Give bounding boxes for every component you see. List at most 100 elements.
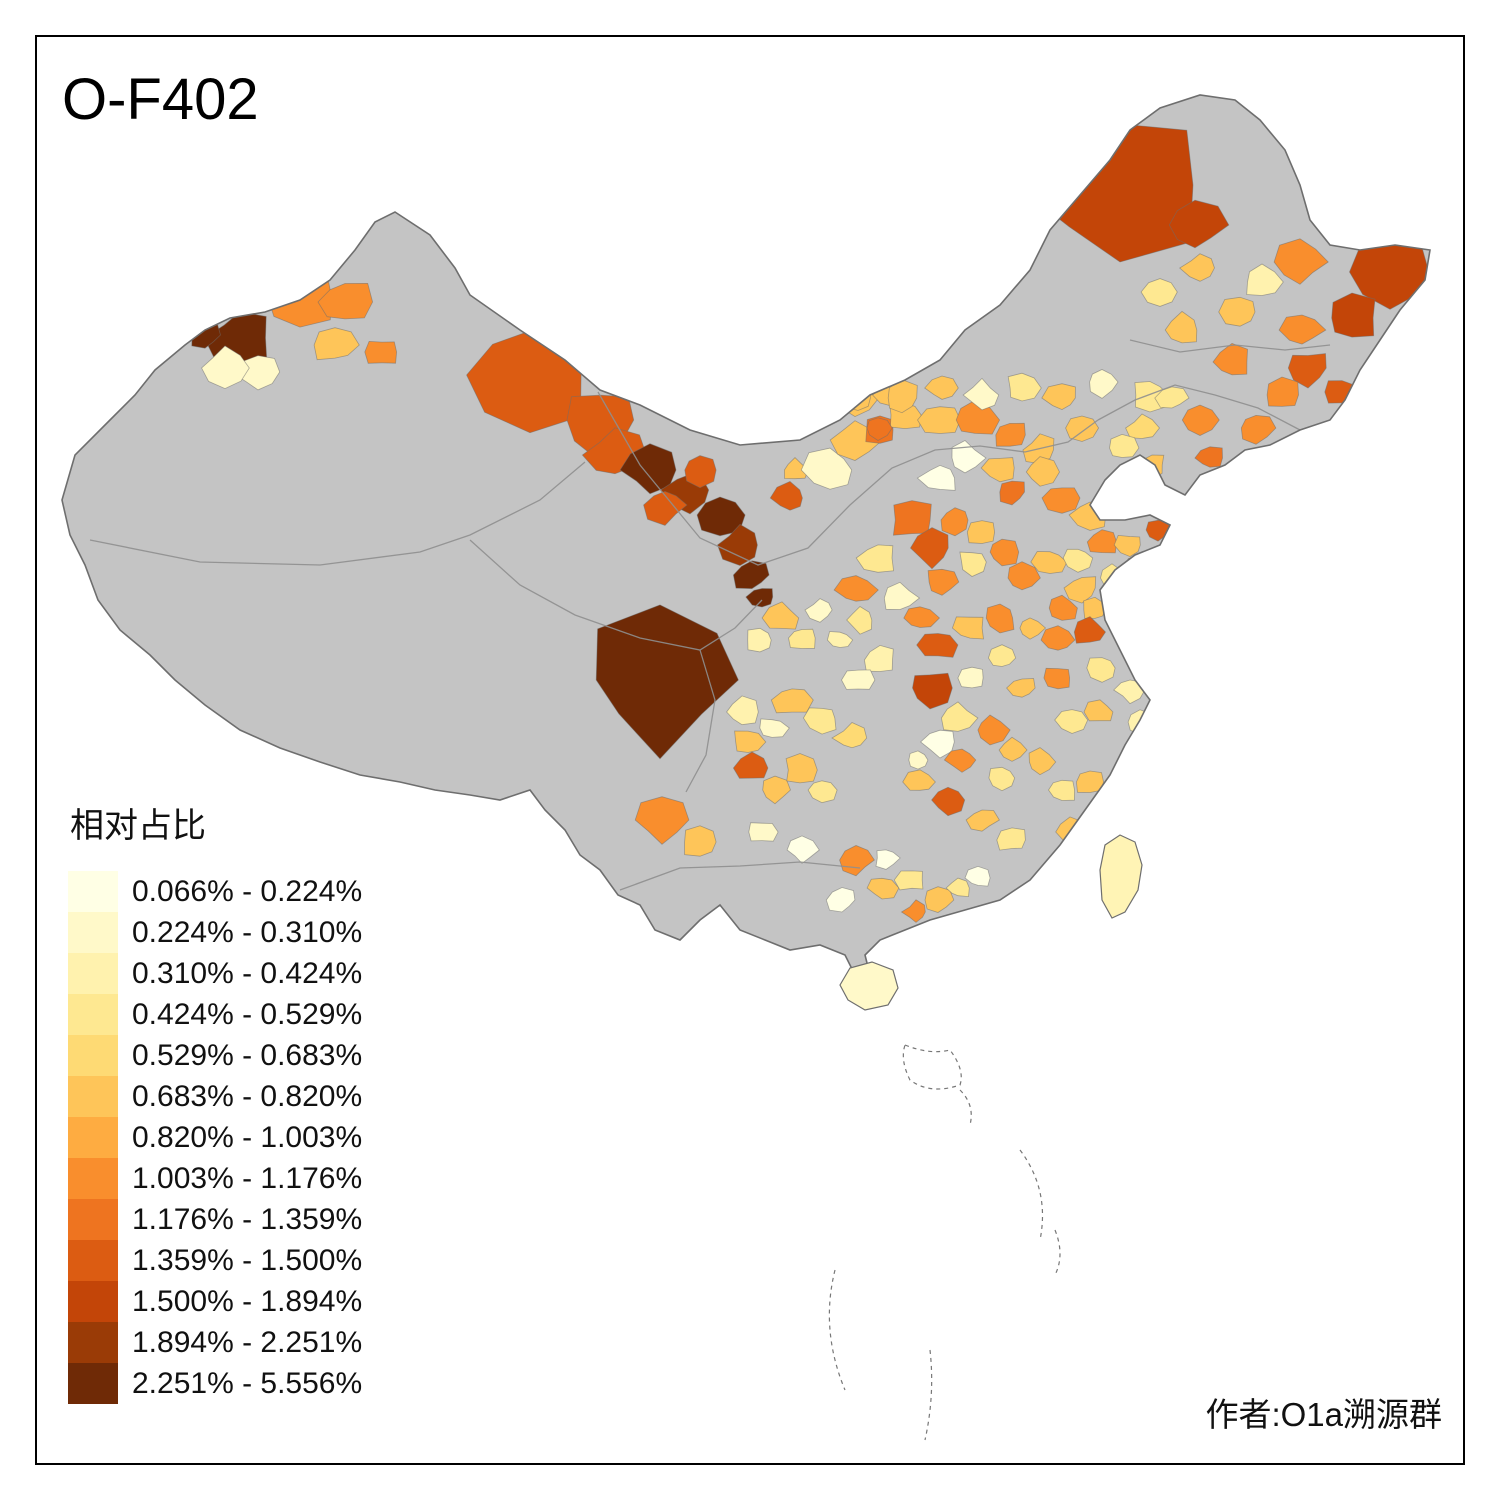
map-region [909,527,949,570]
legend-label: 1.003% - 1.176% [132,1161,363,1195]
map-region [999,480,1025,506]
legend-entry: 0.820% - 1.003% [68,1117,362,1158]
map-region [988,766,1016,792]
map-region [875,849,901,870]
map-region [643,490,688,526]
legend-entry: 0.424% - 0.529% [68,994,362,1035]
map-region [931,786,966,817]
legend-entry: 1.359% - 1.500% [68,1240,362,1281]
map-region [863,644,894,672]
map-region [1014,123,1194,263]
sea-island-mark [1054,1229,1061,1276]
map-region [1030,551,1068,574]
map-region [785,753,818,784]
map-region [1073,616,1107,644]
map-region [883,581,921,610]
map-region [980,457,1015,483]
map-region [917,406,961,434]
map-region [726,695,759,726]
hainan-island [839,961,899,1011]
map-region [769,481,803,511]
map-region [846,605,873,635]
sea-island-mark [828,1269,846,1391]
map-region [1019,617,1047,640]
map-region [1218,296,1256,327]
map-region [987,644,1017,667]
map-region [747,627,772,653]
map-region [1017,885,1042,907]
map-region [266,259,332,328]
map-region [945,877,970,898]
map-region [995,422,1026,447]
map-region [1246,263,1284,296]
map-region [684,825,717,857]
map-region [762,775,791,805]
legend-label: 2.251% - 5.556% [132,1366,363,1400]
legend-entry: 0.066% - 0.224% [68,871,362,912]
map-region [201,345,250,390]
legend-swatch [68,912,118,953]
map-region [1240,414,1277,445]
map-region [1140,278,1178,307]
taiwan-island [1099,834,1143,919]
map-region [951,616,984,640]
map-region [919,729,955,759]
map-region [802,707,837,735]
map-region [1025,456,1060,487]
map-region [866,877,900,900]
map-region [866,417,893,441]
map-region [788,628,816,649]
map-region [916,464,956,491]
map-region [1041,487,1081,514]
legend-swatch [68,994,118,1035]
map-region [826,631,854,648]
map-region [998,736,1028,762]
map-region [839,845,875,877]
sea-island-mark [1019,1149,1043,1241]
map-region [1168,199,1230,249]
legend-label: 0.224% - 0.310% [132,915,363,949]
map-region [1287,353,1327,389]
map-region [831,722,868,749]
map-region [1331,292,1376,338]
legend-entry: 1.003% - 1.176% [68,1158,362,1199]
map-region [1194,446,1223,468]
legend-swatch [68,1158,118,1199]
map-region [761,601,800,630]
map-region [745,588,774,608]
legend-entry: 0.529% - 0.683% [68,1035,362,1076]
map-region [779,378,846,422]
map-region [959,551,987,577]
map-region [1273,238,1329,285]
map-region [807,780,838,804]
map-region [1065,415,1100,442]
map-region [1051,859,1074,883]
map-region [841,669,876,690]
map-region [1040,625,1076,651]
map-region [964,865,991,887]
map-region [1041,383,1076,411]
map-region [1083,699,1114,722]
legend-entry: 0.224% - 0.310% [68,912,362,953]
legend-label: 0.529% - 0.683% [132,1038,363,1072]
map-region [908,750,929,770]
map-region [927,568,960,596]
legend-swatch [68,1281,118,1322]
map-region [1142,735,1175,760]
legend-swatch [68,1035,118,1076]
legend-entry: 1.176% - 1.359% [68,1199,362,1240]
map-region [783,457,809,480]
map-region [734,730,767,753]
map-region [903,606,941,628]
attribution-text: 作者:O1a溯源群 [1205,1396,1442,1433]
map-region [924,375,959,400]
map-region [1063,576,1097,604]
map-region [902,769,936,791]
legend-label: 0.820% - 1.003% [132,1120,363,1154]
sea-island-mark [924,1349,933,1441]
map-region [1324,380,1361,404]
map-region [364,340,398,364]
map-region [1089,369,1119,399]
legend-entry: 0.683% - 0.820% [68,1076,362,1117]
